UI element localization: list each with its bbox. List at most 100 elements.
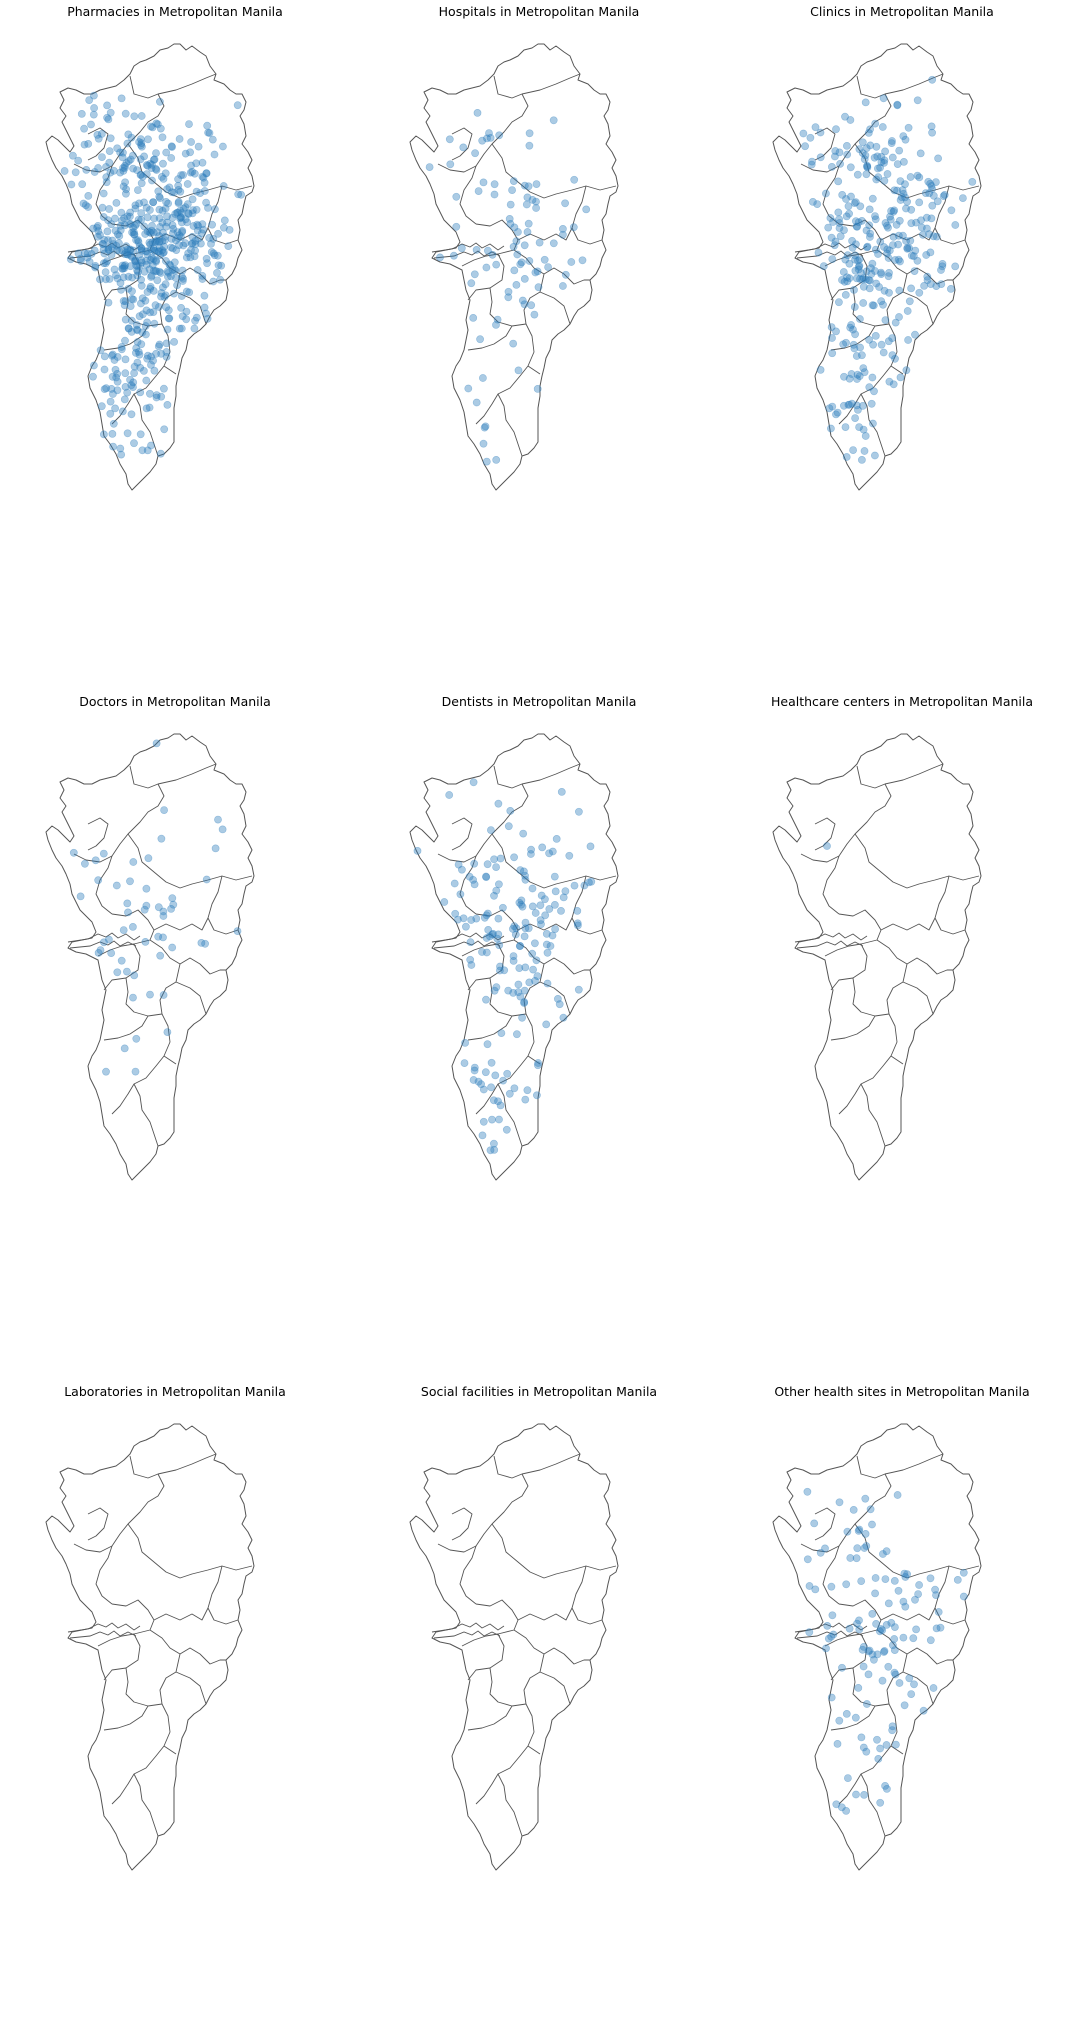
site-marker <box>573 919 582 928</box>
site-marker <box>126 251 135 260</box>
site-marker <box>191 316 199 325</box>
city-border <box>87 1507 109 1541</box>
site-marker <box>824 1634 833 1643</box>
site-marker <box>179 171 187 179</box>
site-marker <box>151 301 160 310</box>
site-marker <box>877 297 886 306</box>
site-marker <box>171 236 180 245</box>
site-marker <box>66 255 75 264</box>
site-marker <box>130 228 138 237</box>
city-border <box>153 227 209 241</box>
site-marker <box>104 115 113 124</box>
city-border <box>890 1055 904 1065</box>
city-border <box>159 273 181 325</box>
site-marker <box>907 205 916 214</box>
city-border <box>111 1013 171 1115</box>
site-marker <box>192 313 201 322</box>
site-marker <box>214 229 222 238</box>
site-marker <box>146 240 155 249</box>
metro-manila-map <box>45 733 255 1181</box>
site-marker <box>495 941 504 950</box>
site-marker <box>153 276 162 285</box>
site-marker <box>166 272 175 281</box>
site-marker <box>832 410 840 419</box>
city-border <box>111 323 171 425</box>
site-marker <box>856 202 865 211</box>
site-marker <box>154 342 163 351</box>
site-marker <box>218 825 227 834</box>
site-marker <box>536 901 545 910</box>
site-marker <box>112 373 121 382</box>
site-marker <box>840 372 848 381</box>
site-marker <box>133 358 142 367</box>
site-marker <box>147 360 155 369</box>
site-marker <box>181 215 190 224</box>
site-marker <box>187 239 196 248</box>
site-marker <box>896 196 905 204</box>
city-border <box>838 1013 898 1115</box>
site-marker <box>118 246 127 255</box>
city-border <box>830 325 876 351</box>
site-marker <box>894 240 902 249</box>
site-marker <box>537 920 545 929</box>
site-marker <box>885 377 894 386</box>
site-marker <box>493 934 502 943</box>
site-marker <box>142 260 151 269</box>
site-marker <box>873 1650 882 1659</box>
site-marker <box>842 453 851 461</box>
site-marker <box>147 441 155 450</box>
site-marker <box>138 172 147 181</box>
site-marker <box>121 355 130 364</box>
site-marker <box>859 1642 868 1651</box>
site-marker <box>896 177 905 185</box>
site-marker <box>102 384 111 393</box>
site-marker <box>178 266 187 275</box>
city-border <box>461 1599 519 1647</box>
city-border <box>822 1545 840 1605</box>
site-marker <box>933 197 942 206</box>
site-marker <box>852 222 861 231</box>
site-marker <box>520 998 529 1006</box>
site-marker <box>514 988 523 997</box>
site-marker <box>194 142 203 151</box>
site-marker <box>863 242 872 251</box>
city-boundaries <box>45 1423 255 1871</box>
site-marker <box>440 898 449 906</box>
site-marker <box>121 178 129 187</box>
site-marker <box>816 153 825 162</box>
site-marker <box>509 177 518 185</box>
site-marker <box>530 939 539 948</box>
site-marker <box>113 274 122 283</box>
site-marker <box>884 272 893 281</box>
site-marker <box>495 131 504 140</box>
city-border <box>73 765 165 863</box>
site-marker <box>113 369 122 378</box>
site-marker <box>875 283 883 291</box>
site-marker <box>174 197 183 206</box>
site-marker <box>523 1086 532 1095</box>
site-marker <box>844 202 853 211</box>
site-marker <box>845 274 854 283</box>
site-marker <box>458 865 466 874</box>
site-marker <box>109 419 118 428</box>
site-marker <box>134 186 142 194</box>
city-border <box>902 981 934 1015</box>
site-marker <box>958 194 967 202</box>
site-marker <box>884 254 893 262</box>
site-marker <box>213 251 222 260</box>
site-marker <box>76 892 85 901</box>
site-marker <box>157 349 166 358</box>
site-marker <box>127 410 136 419</box>
pasig-river <box>69 250 137 259</box>
site-marker <box>185 120 193 128</box>
site-marker <box>913 171 922 180</box>
site-marker <box>173 208 182 217</box>
site-marker <box>179 274 187 283</box>
site-marker <box>170 289 178 298</box>
city-border <box>175 1671 207 1705</box>
site-marker <box>169 224 178 233</box>
metro-outline <box>45 733 255 1181</box>
city-border <box>163 1055 177 1065</box>
site-marker <box>130 362 139 371</box>
site-marker <box>104 236 112 244</box>
